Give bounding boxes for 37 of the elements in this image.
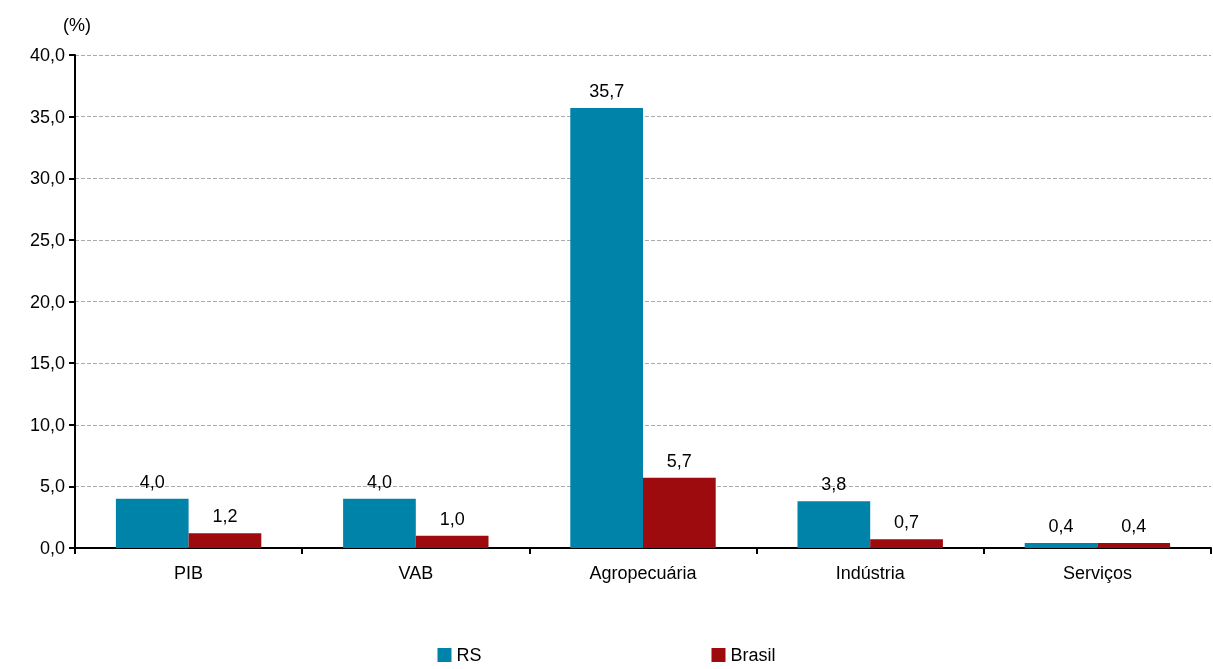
x-tick-label: Indústria [835,563,906,583]
bar [415,535,489,548]
legend-label: Brasil [730,645,776,665]
bar [115,498,189,548]
data-label: 0,7 [894,512,920,533]
y-tick-label: 10,0 [29,414,65,435]
y-tick-label: 30,0 [29,168,65,189]
x-tick-label: Agropecuária [589,563,698,583]
data-label: 35,7 [589,81,625,101]
y-tick-label: 15,0 [29,353,65,374]
x-tick-label: PIB [174,563,204,583]
bar [343,498,416,548]
bar [643,477,716,548]
data-label: 5,7 [666,450,692,471]
data-label: 1,2 [212,506,238,527]
bar [570,108,643,548]
bar [1024,543,1098,548]
y-axis-title: (%) [63,15,91,35]
legend-label: RS [456,645,482,665]
data-label: 4,0 [139,471,165,492]
data-label: 3,8 [821,474,847,495]
data-label: 0,4 [1048,516,1074,537]
bar [870,539,943,548]
y-tick-label: 5,0 [39,476,65,497]
bar [188,533,262,548]
y-tick-label: 0,0 [39,538,65,558]
data-label: 4,0 [366,471,392,492]
y-tick-label: 35,0 [29,106,65,127]
bar [797,501,871,548]
data-label: 0,4 [1121,516,1147,537]
x-tick-label: Serviços [1062,563,1132,583]
bar [1097,543,1171,548]
y-tick-label: 20,0 [29,291,65,312]
y-tick-label: 40,0 [29,45,65,65]
y-tick-label: 25,0 [29,229,65,250]
x-tick-label: VAB [398,563,434,583]
data-label: 1,0 [439,508,465,529]
